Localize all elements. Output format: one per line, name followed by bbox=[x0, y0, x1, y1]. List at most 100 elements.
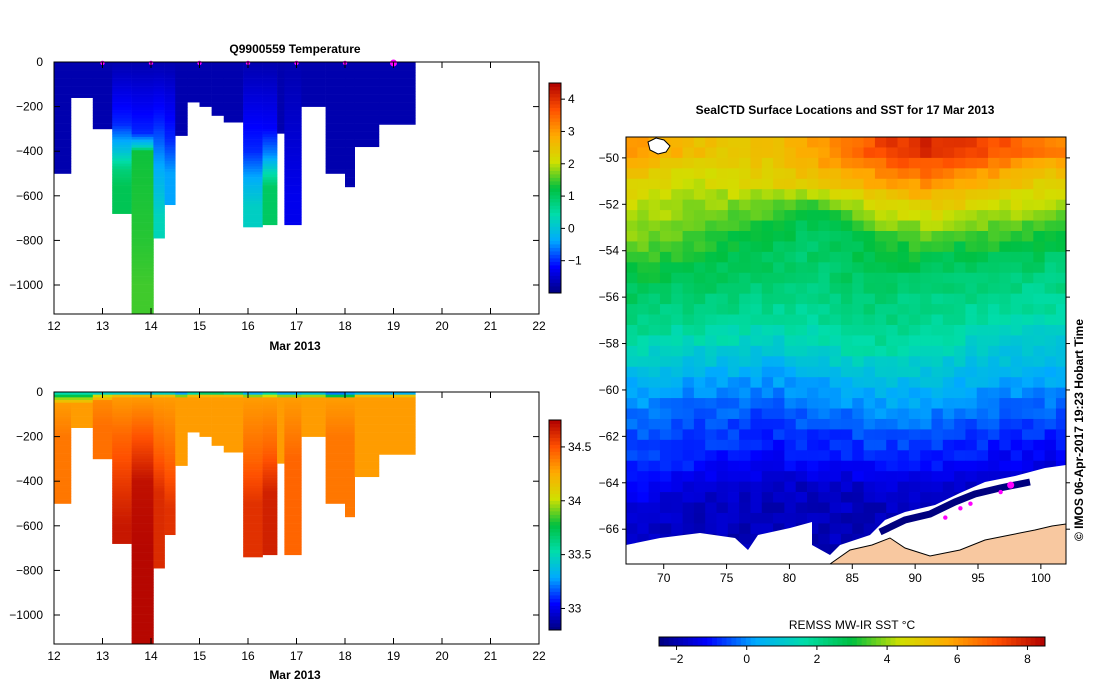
colorbar-swatch bbox=[794, 637, 800, 646]
profile-cell bbox=[153, 179, 165, 183]
profile-cell bbox=[112, 432, 132, 436]
profile-cell bbox=[131, 410, 154, 414]
sst-cell bbox=[988, 324, 1000, 336]
sst-cell bbox=[795, 418, 808, 430]
profile-cell bbox=[301, 400, 326, 404]
x-tick-label: 15 bbox=[193, 649, 207, 663]
sst-cell bbox=[874, 502, 887, 514]
profile-cell bbox=[112, 174, 132, 178]
profile-cell bbox=[153, 86, 165, 90]
sst-cell bbox=[942, 314, 955, 326]
sst-cell bbox=[659, 387, 672, 399]
sst-cell bbox=[886, 345, 898, 357]
sst-cell bbox=[739, 345, 751, 357]
sst-cell bbox=[716, 168, 729, 180]
profile-cell bbox=[92, 437, 113, 441]
sst-cell bbox=[716, 283, 729, 295]
sst-cell bbox=[908, 147, 921, 159]
profile-cell bbox=[199, 405, 212, 409]
sst-cell bbox=[626, 230, 638, 242]
sst-cell bbox=[716, 199, 729, 211]
profile-cell bbox=[153, 62, 165, 65]
profile-cell bbox=[223, 70, 244, 74]
profile-cell bbox=[131, 635, 154, 639]
profile-cell bbox=[243, 410, 263, 414]
x-tick-label: 19 bbox=[387, 649, 401, 663]
sst-cell bbox=[750, 429, 763, 441]
colorbar-swatch bbox=[549, 275, 561, 280]
colorbar-swatch bbox=[549, 427, 561, 431]
profile-cell bbox=[112, 501, 132, 505]
profile-cell bbox=[131, 499, 154, 503]
sst-cell bbox=[727, 345, 740, 357]
sst-cell bbox=[920, 137, 932, 148]
profile-cell bbox=[175, 72, 188, 76]
sst-cell bbox=[705, 251, 717, 263]
profile-cell bbox=[325, 437, 346, 441]
sst-cell bbox=[659, 460, 672, 472]
sst-cell bbox=[886, 304, 898, 315]
sst-cell bbox=[795, 210, 808, 221]
lat-tick-label: −66 bbox=[599, 522, 620, 536]
profile-cell bbox=[243, 426, 263, 430]
sst-cell bbox=[818, 356, 831, 368]
profile-cell bbox=[345, 440, 355, 444]
profile-cell bbox=[164, 410, 176, 414]
profile-cell bbox=[164, 150, 176, 154]
profile-cell bbox=[325, 418, 346, 422]
profile-cell bbox=[262, 182, 278, 186]
sst-cell bbox=[840, 492, 853, 503]
profile-cell bbox=[54, 445, 72, 449]
sst-cell bbox=[807, 137, 819, 148]
profile-cell bbox=[262, 517, 278, 521]
sst-cell bbox=[863, 147, 876, 159]
sst-cell bbox=[716, 230, 729, 242]
colorbar-tick-label: 2 bbox=[814, 652, 821, 666]
colorbar-swatch bbox=[1035, 637, 1041, 646]
sst-cell bbox=[920, 398, 932, 409]
profile-cell bbox=[131, 442, 154, 446]
sst-cell bbox=[999, 304, 1012, 315]
profile-cell bbox=[164, 123, 176, 127]
profile-cell bbox=[262, 397, 278, 401]
profile-cell bbox=[54, 80, 72, 84]
lon-tick-label: 100 bbox=[1031, 571, 1051, 585]
sst-cell bbox=[671, 492, 683, 503]
sst-cell bbox=[784, 283, 797, 295]
sst-cell bbox=[1022, 241, 1034, 253]
profile-cell bbox=[243, 482, 263, 486]
profile-cell bbox=[153, 80, 165, 84]
sst-cell bbox=[1022, 429, 1034, 441]
sst-cell bbox=[705, 262, 717, 274]
profile-cell bbox=[175, 86, 188, 90]
sst-cell bbox=[829, 345, 842, 357]
profile-cell bbox=[262, 126, 278, 130]
profile-cell bbox=[243, 166, 263, 170]
profile-cell bbox=[262, 152, 278, 156]
sst-cell bbox=[954, 314, 966, 326]
sst-cell bbox=[761, 199, 774, 211]
profile-cell bbox=[153, 169, 165, 173]
profile-cell bbox=[243, 62, 263, 65]
profile-cell bbox=[92, 456, 113, 460]
sst-cell bbox=[942, 408, 955, 420]
profile-cell bbox=[131, 426, 154, 430]
profile-cell bbox=[131, 115, 154, 119]
profile-cell bbox=[164, 182, 176, 186]
colorbar-swatch bbox=[549, 472, 561, 477]
profile-cell bbox=[284, 142, 302, 146]
profile-cell bbox=[243, 547, 263, 551]
profile-cell bbox=[153, 523, 165, 527]
sst-cell bbox=[840, 272, 853, 284]
profile-cell bbox=[112, 155, 132, 159]
sst-cell bbox=[942, 189, 955, 201]
profile-cell bbox=[131, 434, 154, 438]
profile-cell bbox=[354, 86, 380, 90]
profile-cell bbox=[70, 72, 94, 76]
sst-cell bbox=[784, 324, 797, 336]
sst-cell bbox=[976, 460, 989, 472]
sst-cell bbox=[874, 418, 887, 430]
sst-cell bbox=[1044, 356, 1057, 368]
profile-cell bbox=[223, 400, 244, 404]
profile-cell bbox=[164, 158, 176, 162]
